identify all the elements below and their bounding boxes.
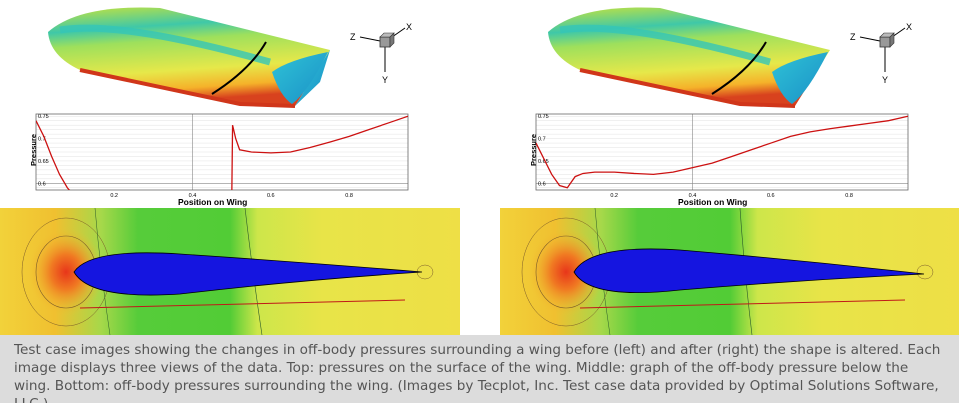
x-tick-label: 0.4: [189, 193, 197, 199]
x-tick-label: 0.8: [345, 193, 353, 199]
triad-z-label: Z: [850, 32, 856, 42]
caption-box: Test case images showing the changes in …: [0, 335, 959, 403]
y-tick-label: 0.7: [38, 137, 46, 143]
triad-x-label: X: [406, 22, 412, 32]
x-tick-label: 0.4: [689, 193, 697, 199]
after-panel: Z X Y Pressure Position on Wing 0.75 0.7 0…: [500, 0, 959, 335]
figure-caption: Test case images showing the changes in …: [14, 342, 941, 403]
y-tick-label: 0.6: [38, 181, 46, 187]
pressure-series-line: [36, 115, 408, 190]
wing-surface-render: [48, 7, 330, 108]
wing-surface-render: [548, 7, 830, 108]
before-panel: Z X Y Pressure Position on Wing 0.75 0.7 0…: [0, 0, 460, 335]
pressure-plot: Pressure Position on Wing 0.75 0.7 0.65 0.6…: [529, 113, 909, 207]
plot-ylabel: Pressure: [29, 134, 38, 166]
triad-y-label: Y: [882, 75, 888, 85]
x-tick-label: 0.2: [610, 193, 618, 199]
off-body-pressure-field: [500, 208, 959, 335]
pressure-series-line: [536, 115, 908, 189]
off-body-pressure-field: [0, 208, 460, 335]
plot-xlabel: Position on Wing: [678, 197, 747, 207]
plot-xlabel: Position on Wing: [178, 197, 247, 207]
x-tick-label: 0.2: [110, 193, 118, 199]
pressure-plot: Pressure Position on Wing 0.75 0.7 0.65 0.6…: [29, 113, 409, 207]
y-tick-label: 0.7: [538, 137, 546, 143]
y-tick-label: 0.6: [538, 181, 546, 187]
triad-z-label: Z: [350, 32, 356, 42]
y-tick-label: 0.75: [38, 114, 49, 120]
x-tick-label: 0.6: [267, 193, 275, 199]
y-tick-label: 0.75: [538, 114, 549, 120]
plot-ylabel: Pressure: [529, 134, 538, 166]
axis-triad: Z X Y: [850, 22, 912, 85]
triad-x-label: X: [906, 22, 912, 32]
triad-y-label: Y: [382, 75, 388, 85]
y-tick-label: 0.65: [38, 159, 49, 165]
axis-triad: Z X Y: [350, 22, 412, 85]
x-tick-label: 0.6: [767, 193, 775, 199]
y-tick-label: 0.65: [538, 159, 549, 165]
x-tick-label: 0.8: [845, 193, 853, 199]
